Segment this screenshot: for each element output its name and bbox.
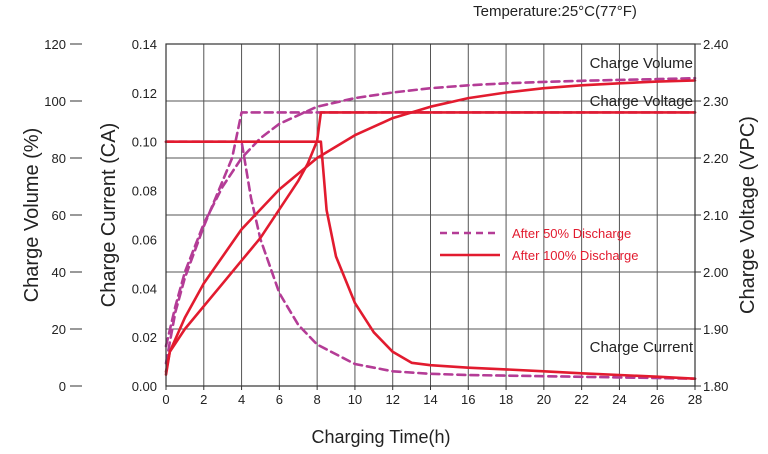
current-tick-label: 0.12 [132,86,157,101]
x-tick-label: 18 [499,392,513,407]
volume-tick-label: 0 [59,379,66,394]
current-tick-label: 0.14 [132,37,157,52]
volume-tick-label: 120 [44,37,66,52]
series-line-charge-current-100 [164,140,697,380]
x-tick-label: 14 [423,392,437,407]
x-tick-label: 20 [537,392,551,407]
volume-tick-label: 40 [52,265,66,280]
label-charge-current: Charge Current [590,339,694,356]
x-tick-label: 4 [238,392,245,407]
x-tick-label: 10 [348,392,362,407]
volume-tick-label: 80 [52,151,66,166]
legend-label-50: After 50% Discharge [512,226,631,241]
current-tick-label: 0.08 [132,184,157,199]
x-tick-label: 6 [276,392,283,407]
x-tick-label: 8 [314,392,321,407]
tick-labels: 0 2 4 6 8 10 12 14 16 18 20 22 24 26 28020406080100120… [44,37,728,407]
voltage-tick-label: 2.20 [703,151,728,166]
x-tick-label: 24 [612,392,626,407]
x-axis-title: Charging Time(h) [311,427,450,447]
voltage-tick-label: 1.80 [703,379,728,394]
volume-tick-label: 60 [52,208,66,223]
x-tick-label: 0 [162,392,169,407]
x-tick-label: 16 [461,392,475,407]
current-tick-label: 0.02 [132,330,157,345]
x-tick-label: 28 [688,392,702,407]
x-tick-label: 2 [200,392,207,407]
curves [164,76,697,380]
series-line-charge-volume-100 [164,79,697,374]
label-charge-voltage: Charge Voltage [590,93,693,110]
voltage-tick-label: 2.10 [703,208,728,223]
voltage-tick-label: 2.30 [703,94,728,109]
series-line-charge-current-50 [164,140,697,380]
legend-label-100: After 100% Discharge [512,248,638,263]
y-axis-title-volume: Charge Volume (%) [21,128,43,303]
y-axis-title-voltage: Charge Voltage (VPC) [737,116,759,314]
chart-title: Temperature:25°C(77°F) [473,3,637,20]
current-tick-label: 0.00 [132,379,157,394]
current-tick-label: 0.04 [132,281,157,296]
series-line-charge-voltage-50 [164,111,697,365]
current-tick-label: 0.10 [132,135,157,150]
x-tick-label: 12 [385,392,399,407]
current-tick-label: 0.06 [132,232,157,247]
legend: After 50% Discharge After 100% Discharge [440,226,638,263]
series-line-charge-volume-50 [164,76,697,348]
label-charge-volume: Charge Volume [590,55,693,72]
voltage-tick-label: 2.00 [703,265,728,280]
x-tick-label: 26 [650,392,664,407]
volume-tick-label: 100 [44,94,66,109]
voltage-tick-label: 1.90 [703,322,728,337]
grid [166,44,695,386]
volume-tick-label: 20 [52,322,66,337]
y-axis-title-current: Charge Current (CA) [98,123,120,308]
x-tick-label: 22 [574,392,588,407]
voltage-tick-label: 2.40 [703,37,728,52]
